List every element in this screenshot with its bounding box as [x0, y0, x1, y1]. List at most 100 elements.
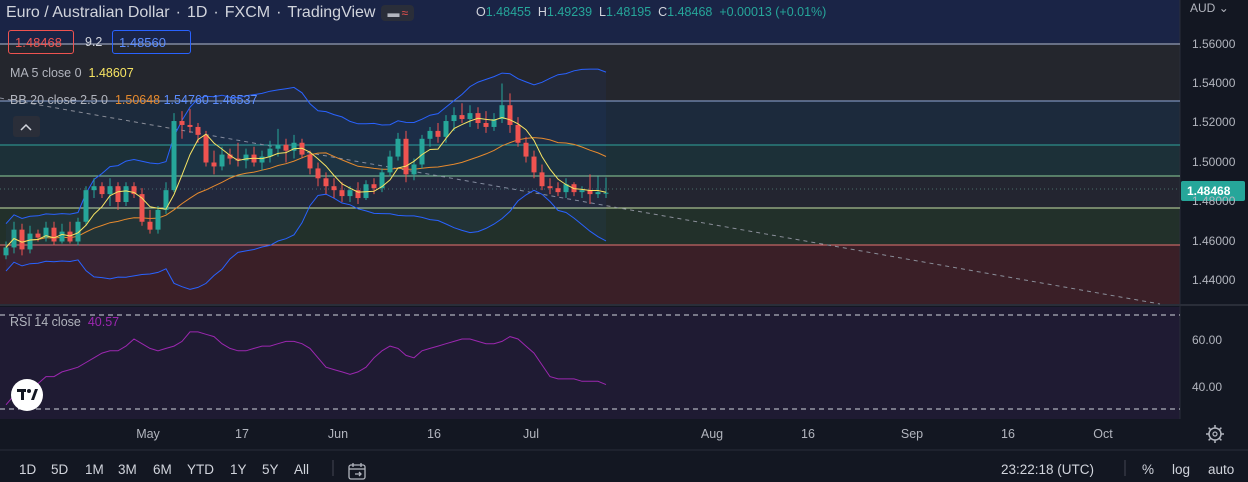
time-label: Sep — [900, 427, 924, 441]
range-5y[interactable]: 5Y — [262, 462, 279, 477]
bb-upper-value: 1.54760 — [163, 93, 209, 107]
zone-green — [0, 208, 1180, 245]
candle-body — [243, 154, 249, 161]
log-toggle[interactable]: log — [1172, 462, 1191, 477]
utc-clock[interactable]: 23:22:18 (UTC) — [1001, 462, 1095, 477]
zone-mid-blue — [0, 101, 1180, 145]
zone-rsi-purple — [0, 307, 1180, 419]
calendar-goto-icon[interactable] — [348, 463, 366, 480]
candle-body — [91, 186, 97, 191]
zone-upper-grey — [0, 45, 1180, 101]
rsi-tick: 60.00 — [1192, 333, 1223, 347]
candle-body — [555, 188, 561, 193]
candle-body — [539, 172, 545, 187]
range-1y[interactable]: 1Y — [230, 462, 247, 477]
gear-icon[interactable] — [1206, 425, 1224, 443]
last-price-tag-bg — [1181, 181, 1245, 201]
candle-body — [147, 221, 153, 230]
candle-body — [411, 164, 417, 175]
percent-toggle[interactable]: % — [1142, 462, 1155, 477]
candle-body — [379, 172, 385, 189]
price-tick: 1.50000 — [1192, 155, 1236, 169]
candle-body — [347, 190, 353, 197]
rsi-tick: 40.00 — [1192, 380, 1223, 394]
candle-body — [355, 190, 361, 199]
wave-icon: ≈ — [401, 6, 409, 20]
candle-body — [123, 186, 129, 202]
ohlc-readout: O1.48455 H1.49239 L1.48195 C1.48468 +0.0… — [476, 5, 827, 19]
ma-value: 1.48607 — [88, 66, 134, 80]
candle-body — [587, 190, 593, 195]
time-label: May — [136, 427, 160, 441]
candle-body — [67, 231, 73, 242]
buy-button[interactable]: 1.48560 — [112, 30, 191, 54]
rsi-line — [5, 331, 607, 406]
candle-body — [483, 123, 489, 127]
candle-body — [595, 192, 601, 195]
price-axis-bg — [1180, 0, 1248, 419]
candle-body — [579, 190, 585, 193]
range-5d[interactable]: 5D — [51, 462, 69, 477]
high-value: 1.49239 — [546, 5, 593, 19]
candle-body — [323, 178, 329, 187]
candle-body — [603, 192, 609, 194]
candle-body — [523, 142, 529, 157]
range-3m[interactable]: 3M — [118, 462, 137, 477]
range-6m[interactable]: 6M — [153, 462, 172, 477]
price-tick: 1.46000 — [1192, 234, 1236, 248]
candle-body — [195, 126, 201, 135]
candle-body — [491, 119, 497, 127]
candle-body — [179, 121, 185, 125]
change-value: +0.00013 (+0.01%) — [719, 5, 827, 19]
range-1m[interactable]: 1M — [85, 462, 104, 477]
candle-body — [219, 154, 225, 167]
interval-label[interactable]: 1D — [186, 4, 208, 21]
bb-fill — [6, 69, 606, 290]
price-tick: 1.56000 — [1192, 37, 1236, 51]
candle-body — [387, 156, 393, 173]
symbol-name[interactable]: Euro / Australian Dollar — [6, 4, 170, 21]
bb-lower-value: 1.46537 — [212, 93, 258, 107]
range-all[interactable]: All — [294, 462, 310, 477]
bb-basis-value: 1.50648 — [114, 93, 161, 107]
candle-body — [443, 121, 449, 137]
rsi-legend[interactable]: RSI 14 close 40.57 — [10, 315, 120, 329]
price-tick: 1.52000 — [1192, 115, 1236, 129]
candle-body — [403, 138, 409, 175]
sell-button[interactable]: 1.48468 — [8, 30, 74, 54]
range-1d[interactable]: 1D — [19, 462, 37, 477]
candle-body — [35, 233, 41, 238]
time-label: 17 — [235, 427, 249, 441]
candle-body — [459, 115, 465, 120]
candle-body — [115, 186, 121, 202]
candle-body — [99, 186, 105, 195]
rsi-value: 40.57 — [87, 315, 120, 329]
low-value: 1.48195 — [606, 5, 652, 19]
candle-body — [331, 186, 337, 191]
rsi-series — [5, 331, 607, 406]
ma-legend[interactable]: MA 5 close 0 1.48607 — [10, 66, 134, 80]
candle-body — [363, 184, 369, 199]
candle-body — [203, 134, 209, 163]
market-status-pill[interactable]: ▬ ≈ — [381, 5, 415, 21]
candle-body — [3, 247, 9, 256]
candle-body — [187, 124, 193, 127]
bb-legend[interactable]: BB 20 close 2.5 0 1.50648 1.54760 1.4653… — [10, 93, 258, 107]
moving-average — [5, 116, 607, 248]
currency-selector[interactable]: AUD ⌄ — [1190, 1, 1229, 15]
zone-top-blue — [0, 0, 1180, 45]
price-tick: 1.48000 — [1192, 194, 1236, 208]
source-label: FXCM — [224, 4, 271, 21]
auto-toggle[interactable]: auto — [1208, 462, 1235, 477]
candle-body — [283, 144, 289, 151]
candle-body — [171, 121, 177, 191]
candle-body — [395, 138, 401, 157]
range-ytd[interactable]: YTD — [187, 462, 214, 477]
close-value: 1.48468 — [667, 5, 713, 19]
candle-body — [315, 168, 321, 179]
chart-title-bar: Euro / Australian Dollar · 1D · FXCM · T… — [6, 2, 415, 24]
candle-body — [59, 231, 65, 242]
candle-body — [163, 190, 169, 210]
last-price-label: 1.48468 — [1187, 184, 1231, 198]
candle-body — [547, 186, 553, 189]
